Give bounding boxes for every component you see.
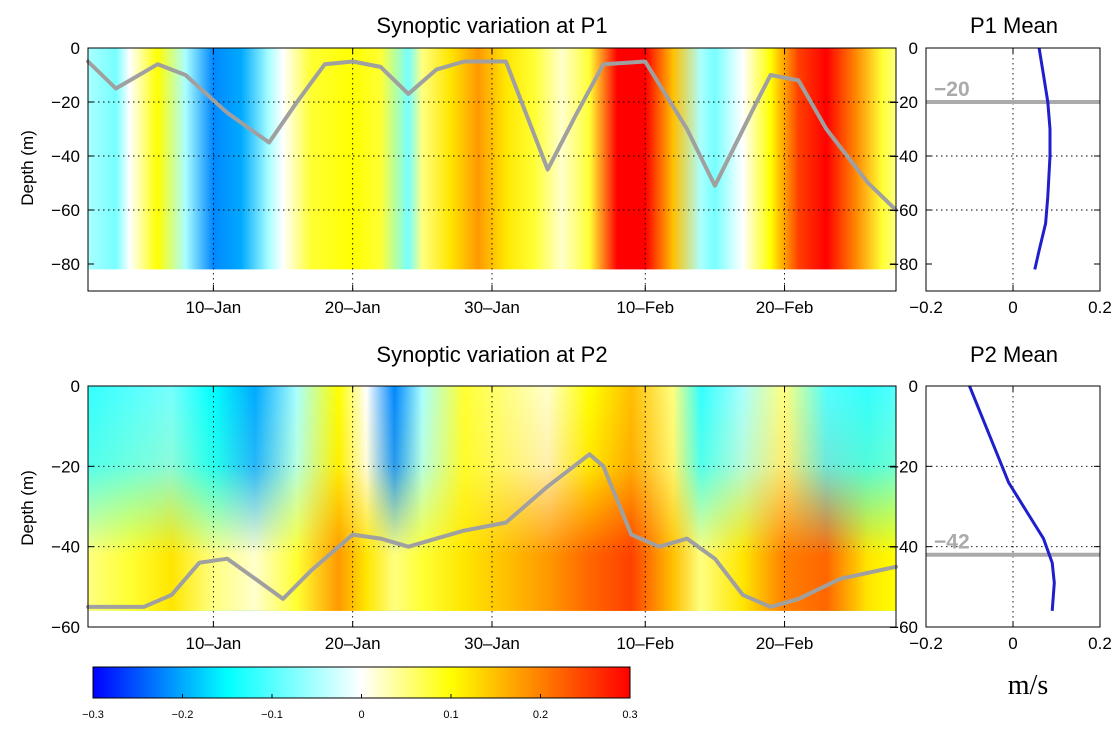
p2-mean-x-tick-label: 0 <box>1008 634 1017 653</box>
p2-y-tick-label: −60 <box>51 618 80 637</box>
p1-mean-mean-profile-line <box>1033 47 1052 270</box>
p1-mean-x-tick-label: 0 <box>1008 298 1017 317</box>
p1-y-axis-label: Depth (m) <box>18 130 37 206</box>
p2-mean-reference-label: −42 <box>934 531 970 554</box>
p1-x-tick-label: 20–Feb <box>756 298 814 317</box>
p2-mean-panel: P2 Mean m/s −0.2 0 0.2 0 −20 −40 −60 −42 <box>889 342 1112 701</box>
p1-title: Synoptic variation at P1 <box>376 13 607 38</box>
colorbar-tick-label: 0 <box>358 709 364 721</box>
p2-x-tick-label: 10–Jan <box>185 634 241 653</box>
p1-x-tick-label: 10–Feb <box>616 298 674 317</box>
p1-x-tick-label: 10–Jan <box>185 298 241 317</box>
p1-mean-y-tick-label: −60 <box>889 201 918 220</box>
p1-mean-y-tick-label: 0 <box>909 39 918 58</box>
p2-y-axis-label: Depth (m) <box>18 470 37 546</box>
p2-axes-frame <box>87 385 897 628</box>
colorbar-tick-label: −0.3 <box>82 709 104 721</box>
p1-y-tick-label: −80 <box>51 255 80 274</box>
p1-mean-axes-frame <box>925 47 1101 292</box>
p1-series-line <box>86 59 898 212</box>
p2-y-tick-label: 0 <box>71 377 80 396</box>
p2-mean-title: P2 Mean <box>970 342 1058 367</box>
colorbar-tick-label: 0.1 <box>443 709 458 721</box>
p1-mean-x-tick-label: 0.2 <box>1088 298 1112 317</box>
p2-mean-y-tick-label: −60 <box>889 618 918 637</box>
p2-x-tick-label: 30–Jan <box>464 634 520 653</box>
p2-mean-y-tick-label: −20 <box>889 457 918 476</box>
p2-y-tick-label: −20 <box>51 457 80 476</box>
p2-title: Synoptic variation at P2 <box>376 342 607 367</box>
p2-mean-x-unit: m/s <box>1008 670 1048 701</box>
p2-mean-x-tick-label: −0.2 <box>909 634 943 653</box>
p2-mean-axes-frame <box>925 385 1101 628</box>
colorbar-tick-label: 0.3 <box>622 709 637 721</box>
colorbar-tick-label: 0.2 <box>533 709 548 721</box>
p1-mean-title: P1 Mean <box>970 13 1058 38</box>
p2-mean-y-tick-label: 0 <box>909 377 918 396</box>
p1-mean-panel: P1 Mean −0.2 0 0.2 0 −20 −40 −60 −80 −20 <box>889 13 1112 317</box>
p1-mean-y-tick-label: −80 <box>889 255 918 274</box>
p1-x-tick-label: 20–Jan <box>325 298 381 317</box>
p1-y-tick-label: −60 <box>51 201 80 220</box>
p1-y-tick-label: −20 <box>51 93 80 112</box>
p2-heatmap-panel: Synoptic variation at P2 Depth (m) 10–Ja… <box>18 342 898 653</box>
p1-x-tick-label: 30–Jan <box>464 298 520 317</box>
p1-axes-frame <box>87 47 897 292</box>
p2-x-tick-label: 10–Feb <box>616 634 674 653</box>
p1-mean-y-tick-label: −40 <box>889 147 918 166</box>
p2-heatmap-field-lower <box>88 386 896 611</box>
colorbar: −0.3 −0.2 −0.1 0 0.1 0.2 0.3 <box>82 666 638 721</box>
colorbar-gradient <box>92 666 631 699</box>
p2-x-tick-label: 20–Feb <box>756 634 814 653</box>
p1-mean-x-tick-label: −0.2 <box>909 298 943 317</box>
p1-heatmap-panel: Synoptic variation at P1 Depth (m) 10–Ja… <box>18 13 898 317</box>
colorbar-tick-label: −0.1 <box>261 709 283 721</box>
p2-y-tick-label: −40 <box>51 538 80 557</box>
colorbar-tick-label: −0.2 <box>172 709 194 721</box>
p1-y-tick-label: 0 <box>71 39 80 58</box>
p2-mean-mean-profile-line <box>968 385 1056 612</box>
p2-series-line <box>86 452 898 609</box>
p1-mean-y-tick-label: −20 <box>889 93 918 112</box>
p2-x-tick-label: 20–Jan <box>325 634 381 653</box>
p1-mean-reference-label: −20 <box>934 78 970 101</box>
p2-mean-x-tick-label: 0.2 <box>1088 634 1112 653</box>
p2-mean-y-tick-label: −40 <box>889 538 918 557</box>
p1-y-tick-label: −40 <box>51 147 80 166</box>
